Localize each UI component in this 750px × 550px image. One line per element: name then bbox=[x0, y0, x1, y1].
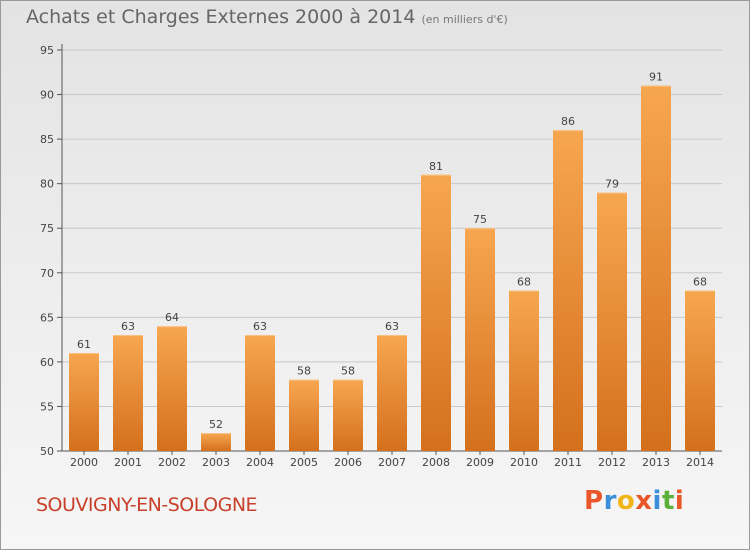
chart-title: Achats et Charges Externes 2000 à 2014 (e… bbox=[26, 6, 508, 28]
data-label: 63 bbox=[385, 320, 399, 333]
logo-letter: x bbox=[635, 486, 653, 516]
data-label: 63 bbox=[253, 320, 267, 333]
data-label: 52 bbox=[209, 418, 223, 431]
x-tick-label: 2006 bbox=[334, 456, 362, 469]
data-label: 68 bbox=[517, 276, 531, 289]
x-tick-label: 2010 bbox=[510, 456, 538, 469]
logo-letter: o bbox=[616, 486, 636, 516]
bar bbox=[641, 85, 671, 452]
y-tick-label: 95 bbox=[40, 44, 54, 57]
x-tick-label: 2004 bbox=[246, 456, 274, 469]
y-tick-label: 60 bbox=[40, 356, 54, 369]
y-tick-label: 75 bbox=[40, 222, 54, 235]
bars bbox=[69, 85, 715, 452]
x-tick-label: 2014 bbox=[686, 456, 714, 469]
bar bbox=[69, 352, 99, 451]
x-tick-label: 2013 bbox=[642, 456, 670, 469]
x-tick-label: 2008 bbox=[422, 456, 450, 469]
x-tick-label: 2005 bbox=[290, 456, 318, 469]
bar bbox=[113, 335, 143, 451]
bar bbox=[157, 326, 187, 451]
bar bbox=[421, 174, 451, 451]
data-labels: 61 63 64 52 63 58 58 63 81 75 68 86 79 91 68 bbox=[77, 71, 707, 432]
data-label: 58 bbox=[341, 365, 355, 378]
data-label: 75 bbox=[473, 213, 487, 226]
data-label: 58 bbox=[297, 365, 311, 378]
bar bbox=[465, 228, 495, 451]
x-tick-label: 2000 bbox=[70, 456, 98, 469]
x-tick-label: 2011 bbox=[554, 456, 582, 469]
data-label: 63 bbox=[121, 320, 135, 333]
y-tick-label: 65 bbox=[40, 311, 54, 324]
y-tick-label: 50 bbox=[40, 445, 54, 458]
data-label: 68 bbox=[693, 276, 707, 289]
data-label: 91 bbox=[649, 71, 663, 84]
data-label: 64 bbox=[165, 311, 179, 324]
bar bbox=[597, 192, 627, 452]
y-tick-label: 55 bbox=[40, 400, 54, 413]
bar bbox=[201, 433, 231, 451]
y-tick-label: 90 bbox=[40, 89, 54, 102]
x-tick-label: 2012 bbox=[598, 456, 626, 469]
data-label: 61 bbox=[77, 338, 91, 351]
data-label: 79 bbox=[605, 178, 619, 191]
x-tick-label: 2003 bbox=[202, 456, 230, 469]
logo-letter: P bbox=[584, 486, 604, 516]
bar bbox=[553, 130, 583, 451]
x-tick-label: 2007 bbox=[378, 456, 406, 469]
x-tick-label: 2001 bbox=[114, 456, 142, 469]
commune-name: SOUVIGNY-EN-SOLOGNE bbox=[36, 494, 258, 516]
y-tick-label: 80 bbox=[40, 178, 54, 191]
y-tick-label: 85 bbox=[40, 133, 54, 146]
chart-title-text: Achats et Charges Externes 2000 à 2014 bbox=[26, 6, 416, 28]
y-tick-label: 70 bbox=[40, 267, 54, 280]
logo-letter: t bbox=[661, 486, 675, 516]
logo-letter: i bbox=[674, 486, 685, 516]
bar bbox=[333, 379, 363, 451]
x-tick-label: 2009 bbox=[466, 456, 494, 469]
logo-letter: i bbox=[652, 486, 662, 516]
bar bbox=[509, 290, 539, 451]
bar bbox=[685, 290, 715, 451]
x-tick-label: 2002 bbox=[158, 456, 186, 469]
bar bbox=[377, 335, 407, 451]
data-label: 86 bbox=[561, 115, 575, 128]
bar bbox=[245, 335, 275, 451]
data-label: 81 bbox=[429, 160, 443, 173]
bar bbox=[289, 379, 319, 451]
logo-letter: r bbox=[603, 486, 617, 516]
proxiti-logo[interactable]: Proxiti bbox=[584, 486, 684, 516]
chart-unit: (en milliers d'€) bbox=[421, 13, 508, 26]
